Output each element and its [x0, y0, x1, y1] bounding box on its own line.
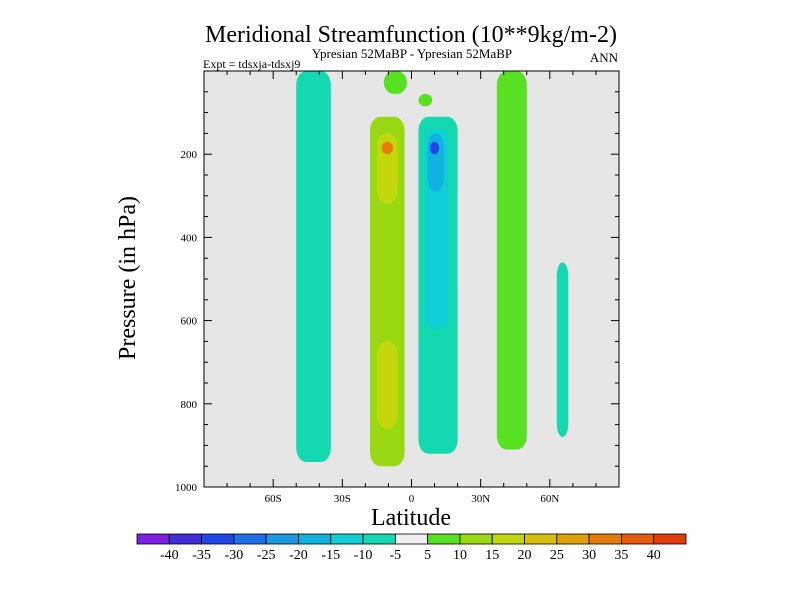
- x-axis-label: Latitude: [371, 505, 451, 531]
- x-tick-label: 0: [409, 493, 415, 505]
- plot-background: [204, 71, 619, 487]
- cell-cell-sh-left: [296, 71, 331, 463]
- x-tick-label: 60N: [540, 493, 559, 505]
- colorbar-swatch: [233, 533, 267, 545]
- y-tick-label: 200: [181, 149, 198, 161]
- colorbar-label: 30: [582, 548, 596, 563]
- colorbar-label: 25: [550, 548, 564, 563]
- colorbar-swatch: [653, 533, 687, 545]
- colorbar-swatch: [556, 533, 590, 545]
- y-tick-label: 600: [181, 316, 198, 328]
- y-tick-label: 800: [181, 399, 198, 411]
- colorbar-swatch: [621, 533, 655, 545]
- colorbar-label: 15: [485, 548, 499, 563]
- colorbar-swatch: [298, 533, 332, 545]
- x-tick-label: 60S: [265, 493, 282, 505]
- colorbar-label: -5: [390, 548, 402, 563]
- colorbar-label: -30: [225, 548, 244, 563]
- x-tick-label: 30S: [334, 493, 351, 505]
- colorbar-swatch: [362, 533, 396, 545]
- colorbar-swatch: [394, 533, 429, 545]
- cell-cell-sh-core-lower: [376, 341, 398, 429]
- cell-cell-sh-max: [381, 141, 394, 155]
- colorbar-swatch: [588, 533, 622, 545]
- y-axis: 200 400 600 800 1000: [175, 70, 619, 494]
- y-tick-label: 1000: [175, 482, 198, 494]
- season-label: ANN: [590, 50, 619, 65]
- colorbar-label: -15: [321, 548, 340, 563]
- cell-cell-nh-far: [556, 262, 569, 438]
- colorbar-label: -10: [354, 548, 373, 563]
- colorbar: -40 -35 -30 -25 -20 -15 -10 -5 5 10 15 20 25 30 35 40: [136, 533, 687, 563]
- chart-subtitle: Ypresian 52MaBP - Ypresian 52MaBP: [312, 46, 512, 61]
- colorbar-label: 20: [518, 548, 532, 563]
- colorbar-label: -25: [257, 548, 276, 563]
- cell-green-top-mid: [383, 71, 407, 94]
- cell-cell-sh-core-upper: [376, 133, 398, 205]
- colorbar-label: -20: [289, 548, 308, 563]
- colorbar-swatch: [136, 533, 170, 545]
- colorbar-swatch: [459, 533, 493, 545]
- x-axis: 60S 30S 0 30N 60N: [203, 71, 620, 505]
- colorbar-label: -35: [192, 548, 211, 563]
- colorbar-label: 10: [453, 548, 467, 563]
- colorbar-label: 35: [614, 548, 628, 563]
- colorbar-swatch: [427, 533, 461, 545]
- colorbar-swatch: [265, 533, 299, 545]
- cell-green-top-center: [418, 93, 433, 107]
- x-tick-label: 30N: [471, 493, 490, 505]
- expt-label: Expt = tdsxja-tdsxj9: [203, 57, 300, 71]
- colorbar-swatch: [524, 533, 558, 545]
- cell-cell-nh-right: [496, 71, 527, 450]
- data-cells: [296, 71, 569, 467]
- chart-title: Meridional Streamfunction (10**9kg/m-2): [205, 22, 617, 48]
- colorbar-label: 40: [647, 548, 661, 563]
- colorbar-label: -40: [160, 548, 179, 563]
- colorbar-swatch: [201, 533, 235, 545]
- cell-cell-nh-max: [429, 141, 440, 155]
- y-tick-label: 400: [181, 232, 198, 244]
- colorbar-swatch: [330, 533, 364, 545]
- y-axis-label: Pressure (in hPa): [115, 196, 141, 360]
- colorbar-swatch: [168, 533, 202, 545]
- colorbar-label: 5: [424, 548, 431, 563]
- colorbar-swatch: [491, 533, 525, 545]
